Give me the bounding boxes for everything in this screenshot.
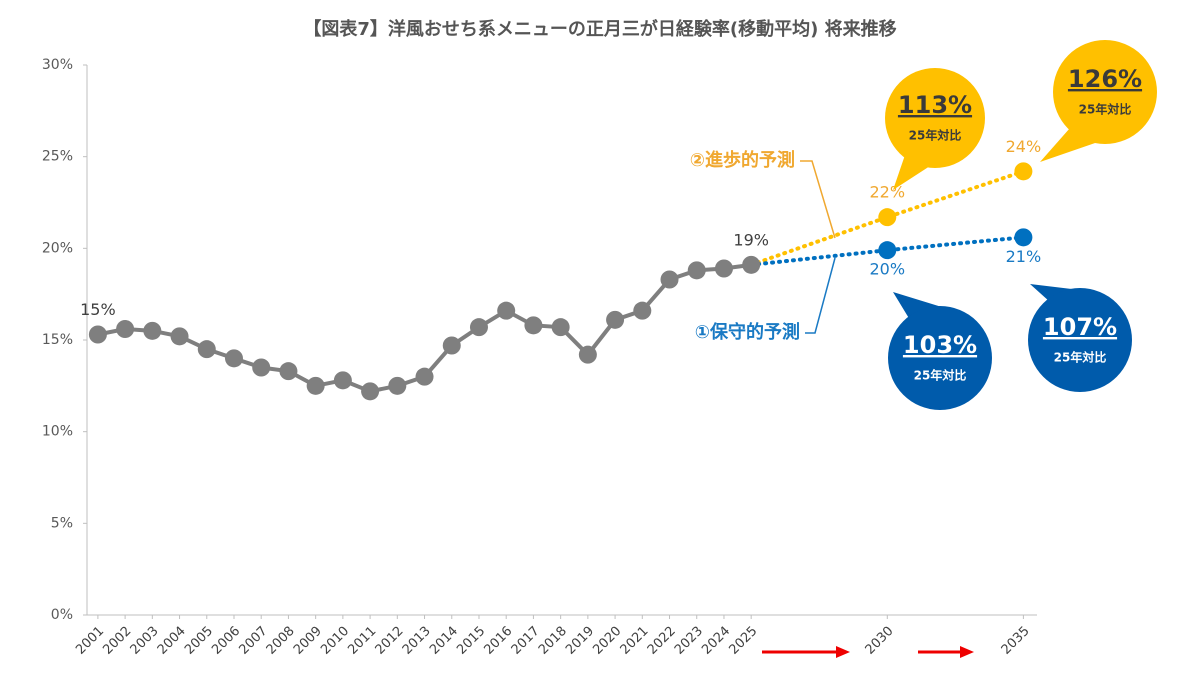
- x-tick-label: 2018: [536, 624, 570, 658]
- callout-sub: 25年対比: [1054, 350, 1107, 365]
- x-tick-label: 2020: [590, 624, 624, 658]
- callout-tail: [893, 292, 945, 320]
- callout: 126% 25年対比: [1040, 40, 1157, 162]
- x-tick-label: 2019: [563, 624, 597, 658]
- arrows: [762, 646, 974, 658]
- callout-bubble: [1053, 40, 1157, 144]
- y-tick-label: 15%: [42, 332, 73, 348]
- x-tick-label: 2013: [400, 624, 434, 658]
- x-tick-label: 2012: [373, 624, 407, 658]
- point: [606, 310, 625, 329]
- point: [279, 362, 298, 381]
- callout-sub: 25年対比: [909, 128, 962, 143]
- point: [361, 382, 380, 401]
- series-name: ①保守的予測: [695, 321, 800, 343]
- x-tick-label: 2014: [427, 624, 461, 658]
- x-tick-label: 2006: [209, 624, 243, 658]
- point: [714, 259, 733, 278]
- point: [1014, 162, 1033, 181]
- point: [88, 325, 107, 344]
- value-label: 20%: [870, 260, 906, 279]
- callout-label: 113%: [898, 91, 972, 119]
- y-tick-label: 10%: [42, 424, 73, 440]
- x-tick-label: 2011: [345, 624, 379, 658]
- point: [1014, 228, 1033, 247]
- point: [878, 241, 897, 260]
- point: [415, 367, 434, 386]
- point: [252, 358, 271, 377]
- value-label: 19%: [733, 230, 769, 249]
- point: [660, 270, 679, 289]
- chart-title: 【図表7】洋風おせち系メニューの正月三が日経験率(移動平均) 将来推移: [303, 18, 896, 40]
- x-tick-label: 2016: [481, 624, 515, 658]
- y-tick-label: 0%: [51, 607, 73, 623]
- y-tick-label: 25%: [42, 149, 73, 165]
- callout: 107% 25年対比: [1028, 284, 1132, 392]
- callout-sub: 25年対比: [914, 368, 967, 383]
- x-tick-label: 2001: [73, 624, 107, 658]
- value-label: 24%: [1006, 137, 1042, 156]
- point: [442, 336, 461, 355]
- x-tick-label: 2024: [699, 624, 733, 658]
- callout-label: 103%: [903, 331, 977, 359]
- callout: 103% 25年対比: [888, 292, 992, 410]
- point: [742, 255, 761, 274]
- x-tick-label: 2015: [454, 624, 488, 658]
- callout: 113% 25年対比: [885, 68, 985, 190]
- x-tick-label: 2010: [318, 624, 352, 658]
- x-tick-label: 2009: [291, 624, 325, 658]
- series-line: [749, 169, 1026, 267]
- x-tick-label: 2021: [618, 624, 652, 658]
- y-tick-label: 30%: [42, 57, 73, 73]
- value-label: 21%: [1006, 247, 1042, 266]
- point: [170, 327, 189, 346]
- point: [224, 349, 243, 368]
- point: [143, 321, 162, 340]
- point: [306, 376, 325, 395]
- x-tick-label: 2035: [999, 624, 1033, 658]
- x-tick-label: 2023: [672, 624, 706, 658]
- point: [578, 345, 597, 364]
- x-tick-label: 2030: [863, 624, 897, 658]
- point: [633, 301, 652, 320]
- callout-label: 107%: [1043, 313, 1117, 341]
- x-tick-label: 2008: [264, 624, 298, 658]
- x-tick-label: 2022: [645, 624, 679, 658]
- point: [878, 208, 897, 227]
- callout-tail: [1030, 284, 1080, 302]
- callout-sub: 25年対比: [1079, 102, 1132, 117]
- x-tick-label: 2025: [726, 624, 760, 658]
- x-tick-label: 2007: [237, 624, 271, 658]
- series-name: ②進歩的予測: [690, 149, 795, 171]
- point: [116, 320, 135, 338]
- point: [388, 376, 407, 395]
- x-tick-label: 2003: [128, 624, 162, 658]
- point: [333, 371, 352, 390]
- y-tick-label: 5%: [51, 515, 73, 531]
- x-tick-label: 2002: [100, 624, 134, 658]
- point: [524, 316, 543, 335]
- point: [497, 301, 516, 320]
- x-tick-label: 2004: [155, 624, 189, 658]
- callout-bubble: [885, 68, 985, 168]
- leader-line: [805, 257, 836, 334]
- callout-bubble: [888, 306, 992, 410]
- y-tick-label: 20%: [42, 240, 73, 256]
- callout-label: 126%: [1068, 65, 1142, 93]
- point: [551, 318, 570, 337]
- point: [469, 318, 488, 337]
- leader-line: [800, 160, 836, 239]
- value-label: 15%: [80, 300, 116, 319]
- callout-bubble: [1028, 288, 1132, 392]
- x-tick-label: 2005: [182, 624, 216, 658]
- point: [197, 340, 216, 359]
- point: [687, 261, 706, 280]
- x-tick-label: 2017: [509, 624, 543, 658]
